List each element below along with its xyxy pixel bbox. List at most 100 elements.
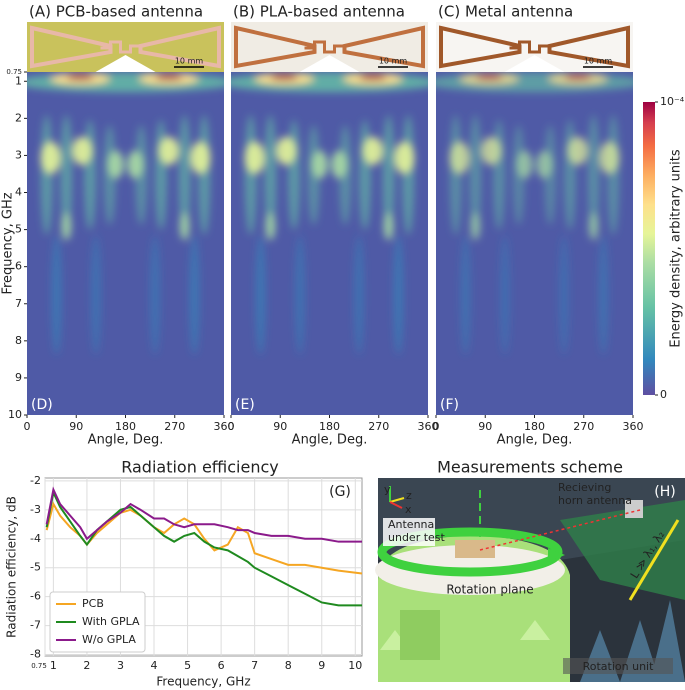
heatmap-blob: [90, 234, 101, 355]
x-tick-label: 360: [418, 420, 439, 433]
legend-label: W/o GPLA: [82, 633, 136, 646]
x-axis-label: Angle, Deg.: [88, 433, 164, 448]
heatmap-blob: [103, 124, 116, 225]
heatmap-blob: [288, 119, 301, 230]
axis-glyph: z: [406, 489, 412, 502]
y-tick-label: -3: [30, 503, 41, 516]
heatmap-blob: [449, 114, 462, 235]
heatmap-bg: [231, 72, 428, 415]
measurement-photo: [375, 478, 685, 682]
feed: [100, 40, 141, 54]
heatmap-blob: [255, 234, 266, 355]
antenna-photo: [439, 25, 630, 69]
heatmap-blob: [61, 212, 72, 241]
heatmap-blob: [587, 114, 600, 235]
x-tick-label: 360: [214, 420, 235, 433]
heatmap-blob: [393, 234, 404, 355]
notch: [95, 55, 156, 72]
heatmap-blob: [264, 114, 277, 235]
panel-label: (D): [31, 397, 53, 413]
heatmap-blob: [544, 124, 557, 225]
heatmap-blob: [436, 72, 633, 93]
x-tick-label: 360: [623, 420, 644, 433]
y-tick-label: 8: [15, 334, 22, 347]
heatmap-blob: [190, 141, 211, 174]
x-tick-label: 90: [478, 420, 492, 433]
heatmap-blob: [179, 212, 190, 241]
y-tick-label: -2: [30, 474, 41, 487]
x-tick-label: 5: [184, 659, 191, 672]
heatmap-blob: [599, 141, 620, 174]
heatmap-blob: [475, 74, 504, 81]
heatmap-blob: [198, 114, 211, 235]
x-tick-label: 0: [228, 420, 235, 433]
heatmap-bg: [436, 72, 633, 415]
heatmap-blob: [460, 234, 471, 355]
series-line: [45, 486, 362, 543]
heatmap-blob: [276, 136, 297, 165]
heatmap-blob: [135, 124, 148, 225]
heatmap-blob: [72, 136, 93, 165]
heatmap-field: [231, 72, 428, 355]
heatmap-field: [436, 72, 633, 355]
heatmap-blob: [362, 136, 383, 165]
heatmap-blob: [469, 114, 482, 235]
x-tick-label: 4: [151, 659, 158, 672]
heatmap-blob: [270, 74, 299, 81]
legend: [49, 591, 146, 653]
colorbar-tick-label: 0: [660, 388, 667, 401]
heatmap-blob: [470, 212, 481, 241]
x-tick-label: 180: [319, 420, 340, 433]
x-tick-label: 180: [115, 420, 136, 433]
scheme-label: Rotation plane: [446, 583, 533, 597]
x-tick-label: 270: [573, 420, 594, 433]
heatmap-blob: [294, 234, 305, 355]
panel-label: (E): [235, 397, 255, 413]
heatmap-blob: [66, 74, 95, 81]
heatmap-blob: [563, 74, 592, 81]
heatmap-blob: [178, 114, 191, 235]
heatmap-blob: [567, 136, 588, 165]
scale-label: 10 mm: [175, 57, 204, 66]
heatmap-blob: [402, 114, 415, 235]
x-tick-label: 2: [83, 659, 90, 672]
heatmap-blob: [307, 124, 320, 225]
heatmap-blob: [331, 150, 348, 179]
legend-label: With GPLA: [82, 615, 140, 628]
scheme-label-line: Antenna: [388, 518, 434, 531]
x-tick-label: 1: [50, 659, 57, 672]
x-tick-label: 90: [273, 420, 287, 433]
notch: [504, 55, 565, 72]
heatmap-blob: [244, 141, 265, 174]
scale-label: 10 mm: [379, 57, 408, 66]
x-tick-label: 3: [117, 659, 124, 672]
heatmap-blob: [358, 119, 371, 230]
heatmap-blob: [598, 234, 609, 355]
x-axis-label: Angle, Deg.: [497, 433, 573, 448]
axis-glyph: y: [384, 483, 391, 496]
heatmap-blob: [493, 119, 506, 230]
feed: [304, 40, 345, 54]
heatmap-blob: [354, 234, 365, 355]
heatmap-blob: [244, 114, 257, 235]
heatmap-blob: [127, 150, 144, 179]
x-tick-label: 6: [218, 659, 225, 672]
heatmap-blob: [40, 114, 53, 235]
x-tick-label: 90: [69, 420, 83, 433]
heatmap-blob: [154, 119, 167, 230]
y-tick-label: 2: [15, 111, 22, 124]
heatmap-blob: [189, 234, 200, 355]
heatmap-blob: [311, 150, 328, 179]
heatmap-blob: [516, 150, 533, 179]
y-tick-label: 9: [15, 371, 22, 384]
heatmap-blob: [512, 124, 525, 225]
colorbar-label: Energy density, arbitrary units: [669, 149, 684, 348]
y-tick-label: 0.75: [6, 68, 22, 76]
heatmap-blob: [27, 72, 224, 93]
y-tick-label: -7: [30, 619, 41, 632]
antenna-photo: [30, 25, 221, 69]
colorbar-tick-label: 10⁻⁴: [660, 95, 685, 108]
heatmap-blob: [231, 72, 428, 93]
y-tick-label: 7: [15, 297, 22, 310]
heatmap-blob: [588, 212, 599, 241]
